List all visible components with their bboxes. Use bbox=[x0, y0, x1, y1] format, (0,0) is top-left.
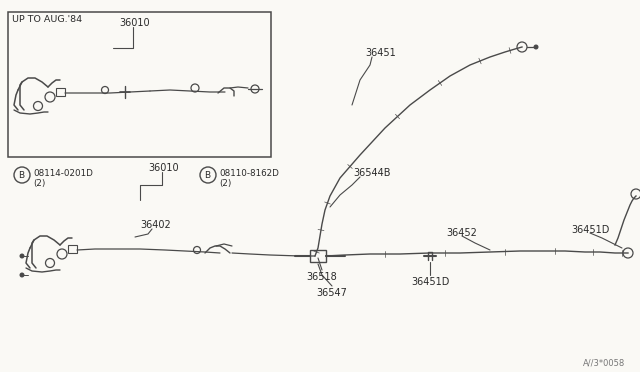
Text: B: B bbox=[18, 170, 24, 180]
Text: 36451D: 36451D bbox=[411, 277, 449, 287]
Circle shape bbox=[19, 273, 24, 278]
Text: 36518: 36518 bbox=[307, 272, 337, 282]
Text: UP TO AUG.'84: UP TO AUG.'84 bbox=[12, 15, 82, 24]
Text: 36010: 36010 bbox=[119, 18, 150, 28]
Circle shape bbox=[534, 45, 538, 49]
Text: 36451: 36451 bbox=[365, 48, 396, 58]
Text: 36547: 36547 bbox=[317, 288, 348, 298]
Text: (2): (2) bbox=[33, 179, 45, 188]
Circle shape bbox=[19, 253, 24, 259]
Bar bbox=[8, 12, 271, 157]
Text: 36451D: 36451D bbox=[571, 225, 609, 235]
Text: 36010: 36010 bbox=[148, 163, 179, 173]
Text: (2): (2) bbox=[219, 179, 232, 188]
Text: 36402: 36402 bbox=[140, 220, 171, 230]
Bar bbox=[68, 245, 77, 253]
Bar bbox=[56, 88, 65, 96]
Text: 36544B: 36544B bbox=[353, 168, 390, 178]
Text: 08110-8162D: 08110-8162D bbox=[219, 169, 279, 178]
Text: 36452: 36452 bbox=[447, 228, 477, 238]
Text: A//3*0058: A//3*0058 bbox=[583, 358, 625, 367]
Text: B: B bbox=[204, 170, 210, 180]
Bar bbox=[310, 250, 326, 262]
Text: 08114-0201D: 08114-0201D bbox=[33, 169, 93, 178]
